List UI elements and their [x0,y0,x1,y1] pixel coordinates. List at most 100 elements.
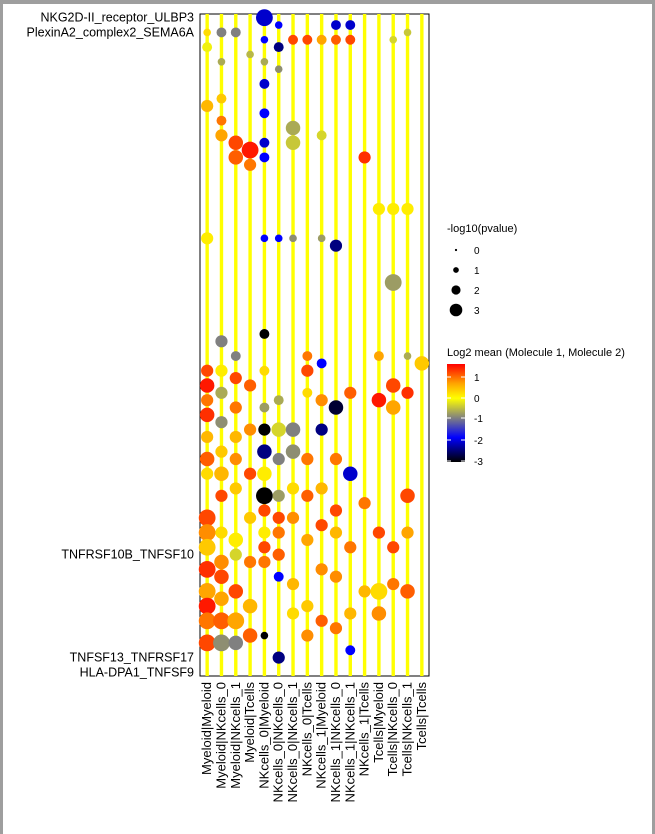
size-legend-title: -log10(pvalue) [447,223,517,235]
data-point [344,386,357,399]
data-point [274,21,283,29]
data-point [260,234,269,243]
data-point [214,591,229,607]
data-point [215,416,228,429]
data-point [286,577,300,591]
x-tick-label: NKcells_0|NKcells_1 [285,682,300,802]
data-point [272,526,285,539]
data-point [215,386,228,399]
data-point [272,452,285,466]
data-point [258,423,271,436]
y-tick-label: PlexinA2_complex2_SEMA6A [27,25,195,39]
data-point [285,135,301,150]
size-legend-dot [451,285,461,295]
data-point [384,274,402,291]
data-point [358,497,371,510]
data-point [387,541,400,554]
data-point [258,526,271,539]
data-point [315,482,328,495]
data-point [228,150,244,165]
data-point [328,400,344,415]
data-point [229,482,242,495]
data-point [302,34,313,45]
size-legend: -log10(pvalue) 0 1 2 3 [447,223,517,317]
x-tick-label: Myeloid|NKcells_0 [213,682,228,789]
data-point [230,27,241,38]
x-tick-label: NKcells_1|Tcells [357,682,372,777]
data-point [201,430,214,444]
data-point [345,34,356,45]
data-point [243,555,257,569]
data-point [272,511,285,524]
data-point [371,392,387,408]
data-point [329,504,343,517]
data-point [259,78,270,89]
data-point [228,635,244,651]
y-tick-label: TNFSF13_TNFRSF17 [70,651,194,665]
data-point [198,560,216,578]
x-tick-label: NKcells_0|Myeloid [256,682,271,789]
color-bar [447,364,465,462]
data-point [358,585,371,598]
data-point [372,202,386,216]
data-point [271,422,286,437]
data-point [203,28,211,37]
data-point [329,526,343,539]
data-point [230,351,241,361]
data-point [403,352,412,360]
data-point [257,444,272,459]
data-point [258,541,271,554]
data-point [273,395,284,406]
data-point [198,612,216,630]
data-point [274,234,283,243]
data-point [260,631,269,640]
data-point [227,612,245,630]
data-point [301,489,314,502]
x-tick-label: Tcells|Tcells [414,682,429,751]
data-point [316,130,327,141]
size-legend-label: 1 [474,266,480,277]
window-frame-top [0,0,655,4]
x-tick-label: NKcells_1|NKcells_1 [342,682,357,802]
data-point [401,526,414,539]
data-point [371,606,387,621]
data-point [344,541,357,554]
x-tick-label: Myeloid|Tcells [242,682,257,763]
x-tick-label: Tcells|NKcells_1 [400,682,415,776]
color-legend-label: 1 [474,373,480,384]
data-point [302,387,313,398]
window-frame-left [0,0,3,834]
data-point [259,137,270,148]
data-point [286,511,300,524]
size-legend-label: 2 [474,286,480,297]
data-point [201,364,214,377]
plot-panel [199,13,430,677]
data-point [329,239,343,252]
data-point [372,526,386,539]
data-point [387,202,400,216]
data-point [215,445,228,458]
data-point [214,554,229,570]
data-point [198,583,216,600]
data-point [272,548,285,561]
data-point [315,614,328,627]
data-point [258,504,271,517]
data-point [315,563,328,576]
data-point [198,538,216,556]
data-point [345,645,356,656]
data-point [202,42,213,53]
data-point [201,467,214,480]
y-tick-label: TNFRSF10B_TNFSF10 [61,548,194,562]
data-point [414,356,430,371]
data-point [387,577,400,591]
data-point [242,598,258,614]
data-point [316,358,327,369]
data-point [289,234,297,243]
data-point [400,584,415,599]
data-point [243,511,257,524]
data-point [315,519,328,532]
x-tick-label: NKcells_1|Myeloid [314,682,329,789]
data-point [301,452,314,466]
data-point [198,509,216,527]
